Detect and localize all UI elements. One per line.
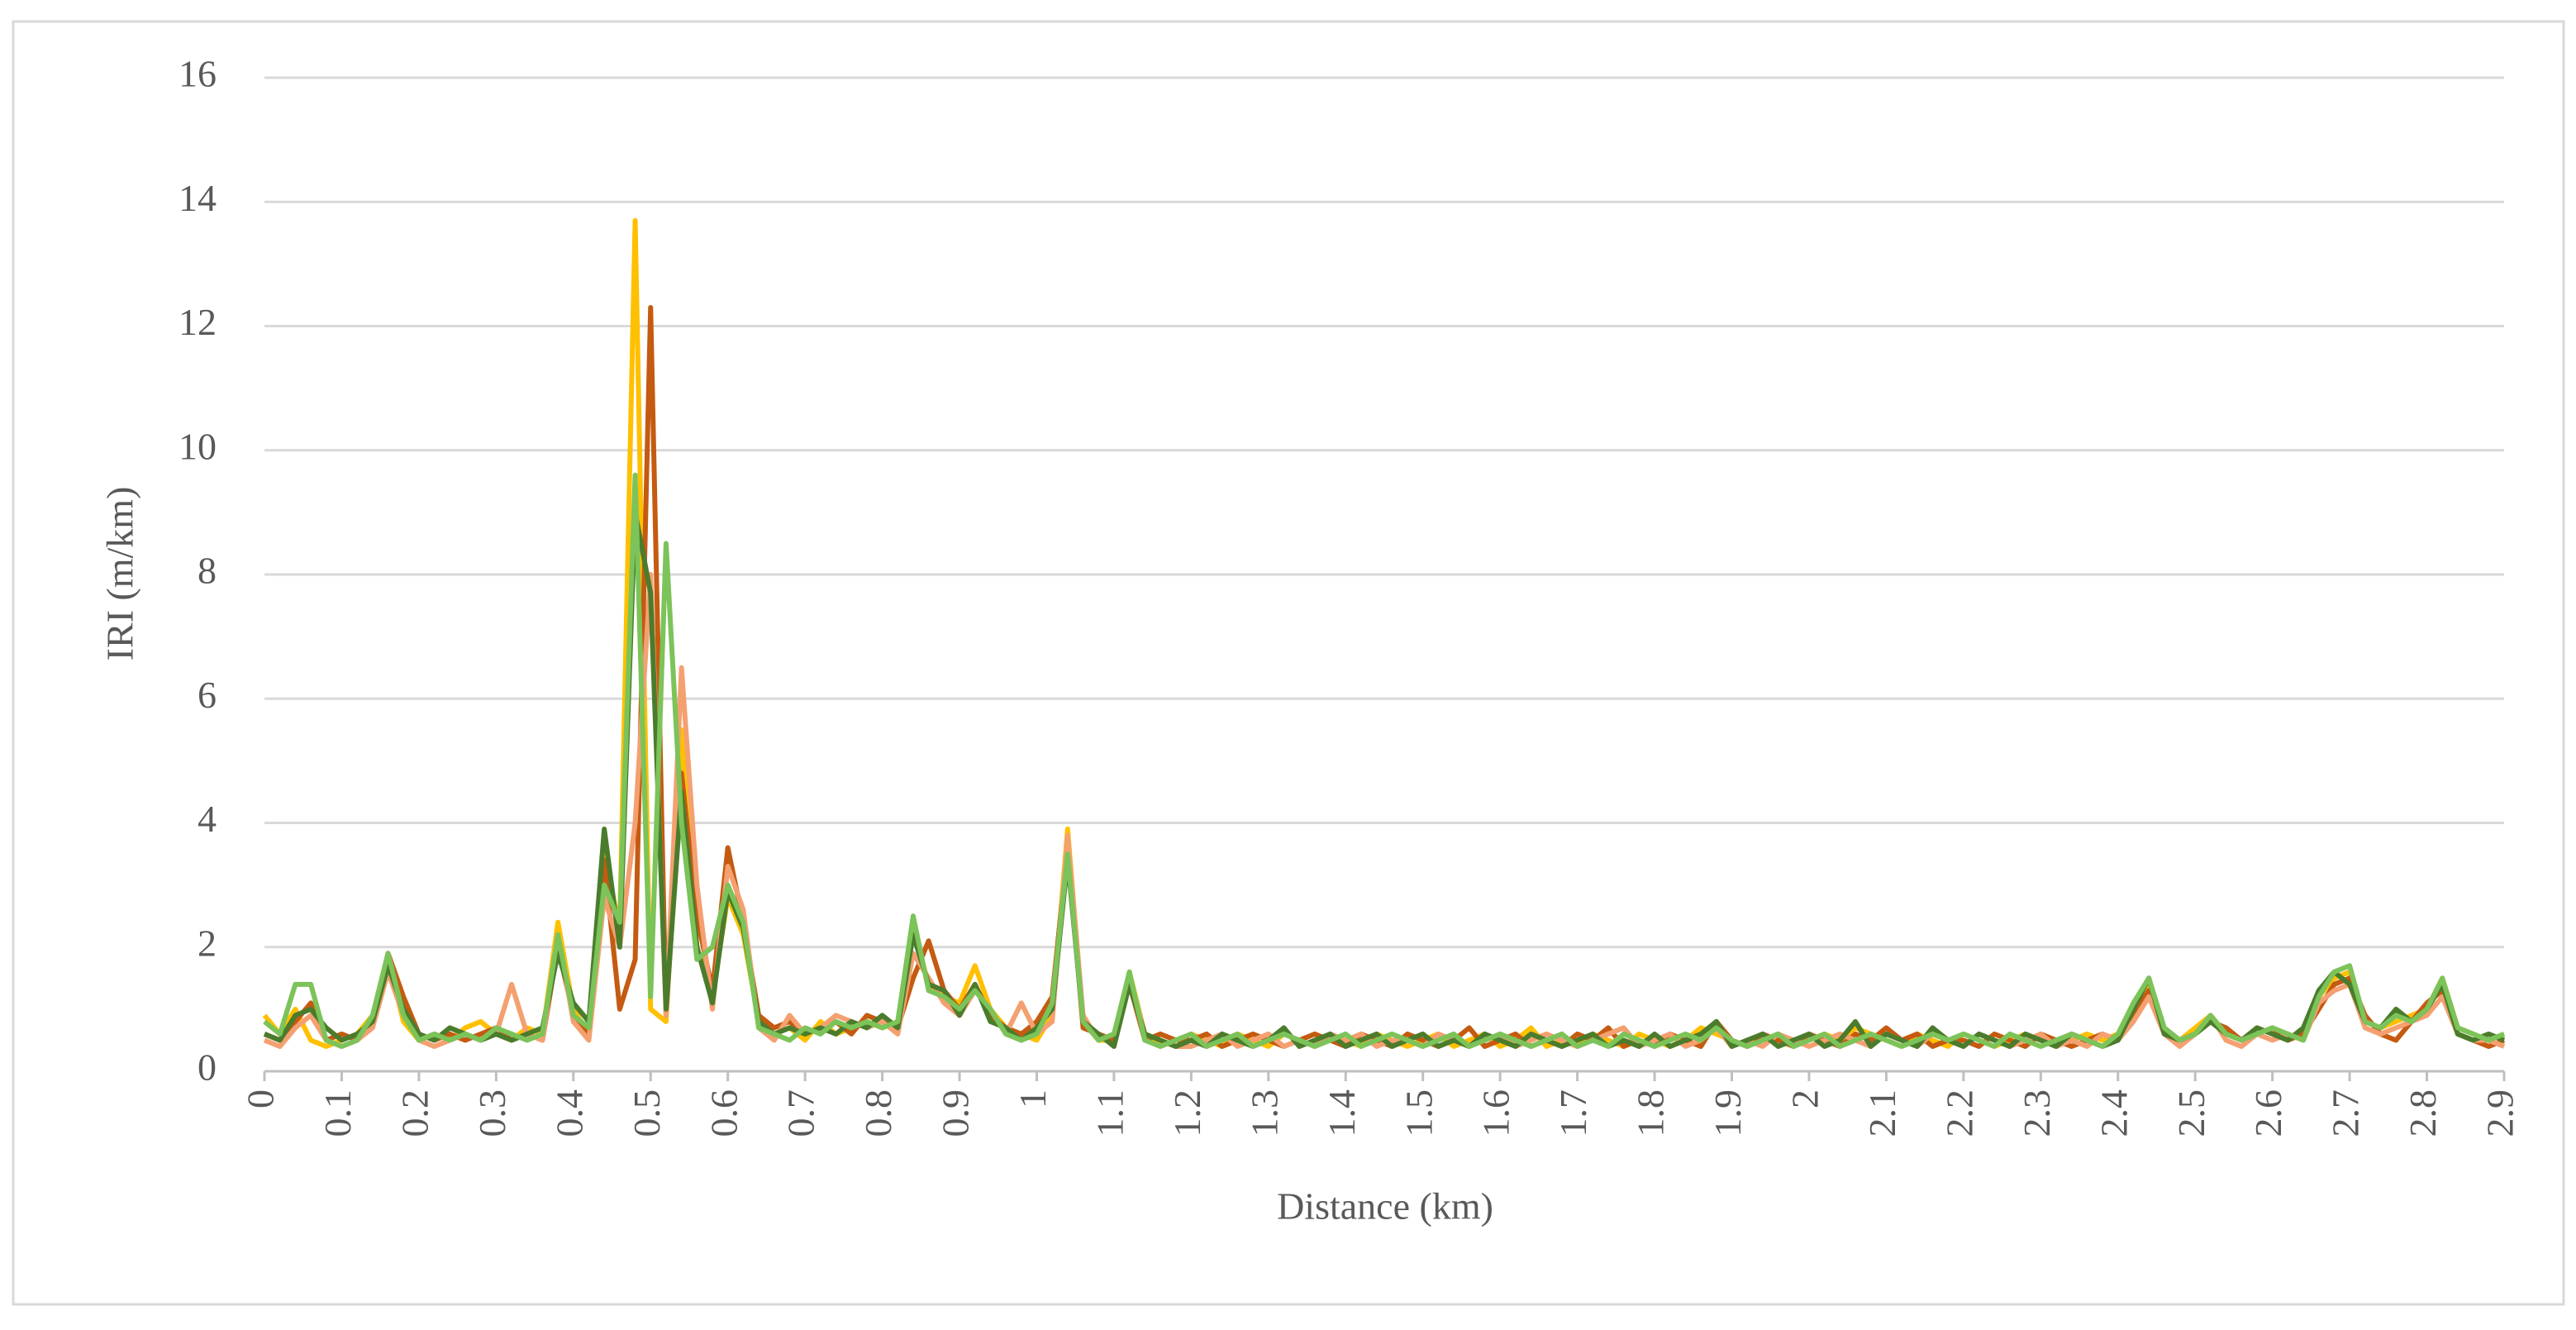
x-axis-title: Distance (km) [1277, 1185, 1493, 1228]
y-tick-label: 14 [179, 177, 217, 219]
x-tick-label: 2.1 [1861, 1089, 1903, 1137]
x-tick-label: 1 [1012, 1089, 1054, 1108]
x-tick-label: 1.2 [1166, 1089, 1208, 1137]
y-tick-label: 6 [198, 674, 217, 716]
series-line [263, 472, 2506, 1049]
x-tick-label: 0.4 [548, 1089, 590, 1137]
x-tick-label: 1.1 [1088, 1089, 1131, 1137]
x-tick-label: 1.7 [1552, 1089, 1594, 1137]
x-tick-label: 2.7 [2325, 1089, 2367, 1137]
x-tick-label: 2.4 [2093, 1089, 2135, 1137]
x-tick-label: 2.6 [2247, 1089, 2289, 1137]
x-tick-label: 1.8 [1630, 1089, 1672, 1137]
y-axis-title: IRI (m/km) [99, 487, 141, 661]
y-tick-label: 4 [198, 798, 217, 840]
y-tick-label: 16 [179, 53, 217, 95]
x-tick-label: 2.8 [2402, 1089, 2444, 1137]
x-tick-label: 0.3 [471, 1089, 513, 1137]
x-tick-label: 2 [1784, 1089, 1826, 1108]
chart-border [12, 20, 2565, 1306]
x-tick-label: 2.2 [1938, 1089, 1980, 1137]
x-tick-label: 0.7 [780, 1089, 822, 1137]
y-tick-label: 10 [179, 425, 217, 467]
x-tick-label: 1.5 [1398, 1089, 1440, 1137]
y-tick-label: 0 [198, 1046, 217, 1089]
x-tick-label: 2.3 [2016, 1089, 2058, 1137]
x-tick-label: 1.4 [1321, 1089, 1363, 1137]
x-tick-label: 0.2 [393, 1089, 436, 1137]
x-tick-label: 1.3 [1243, 1089, 1285, 1137]
x-tick-label: 2.5 [2170, 1089, 2212, 1137]
x-tick-label: 0.6 [702, 1089, 745, 1137]
y-tick-label: 12 [179, 301, 217, 343]
x-tick-label: 2.9 [2479, 1089, 2521, 1137]
x-tick-label: 1.9 [1707, 1089, 1749, 1137]
x-tick-label: 0.1 [317, 1089, 359, 1137]
x-tick-label: 0.5 [626, 1089, 668, 1137]
x-tick-label: 0.9 [935, 1089, 977, 1137]
x-tick-label: 1.6 [1475, 1089, 1517, 1137]
y-tick-label: 8 [198, 550, 217, 592]
y-tick-label: 2 [198, 922, 217, 964]
x-tick-label: 0 [240, 1089, 282, 1108]
x-tick-label: 0.8 [857, 1089, 899, 1137]
